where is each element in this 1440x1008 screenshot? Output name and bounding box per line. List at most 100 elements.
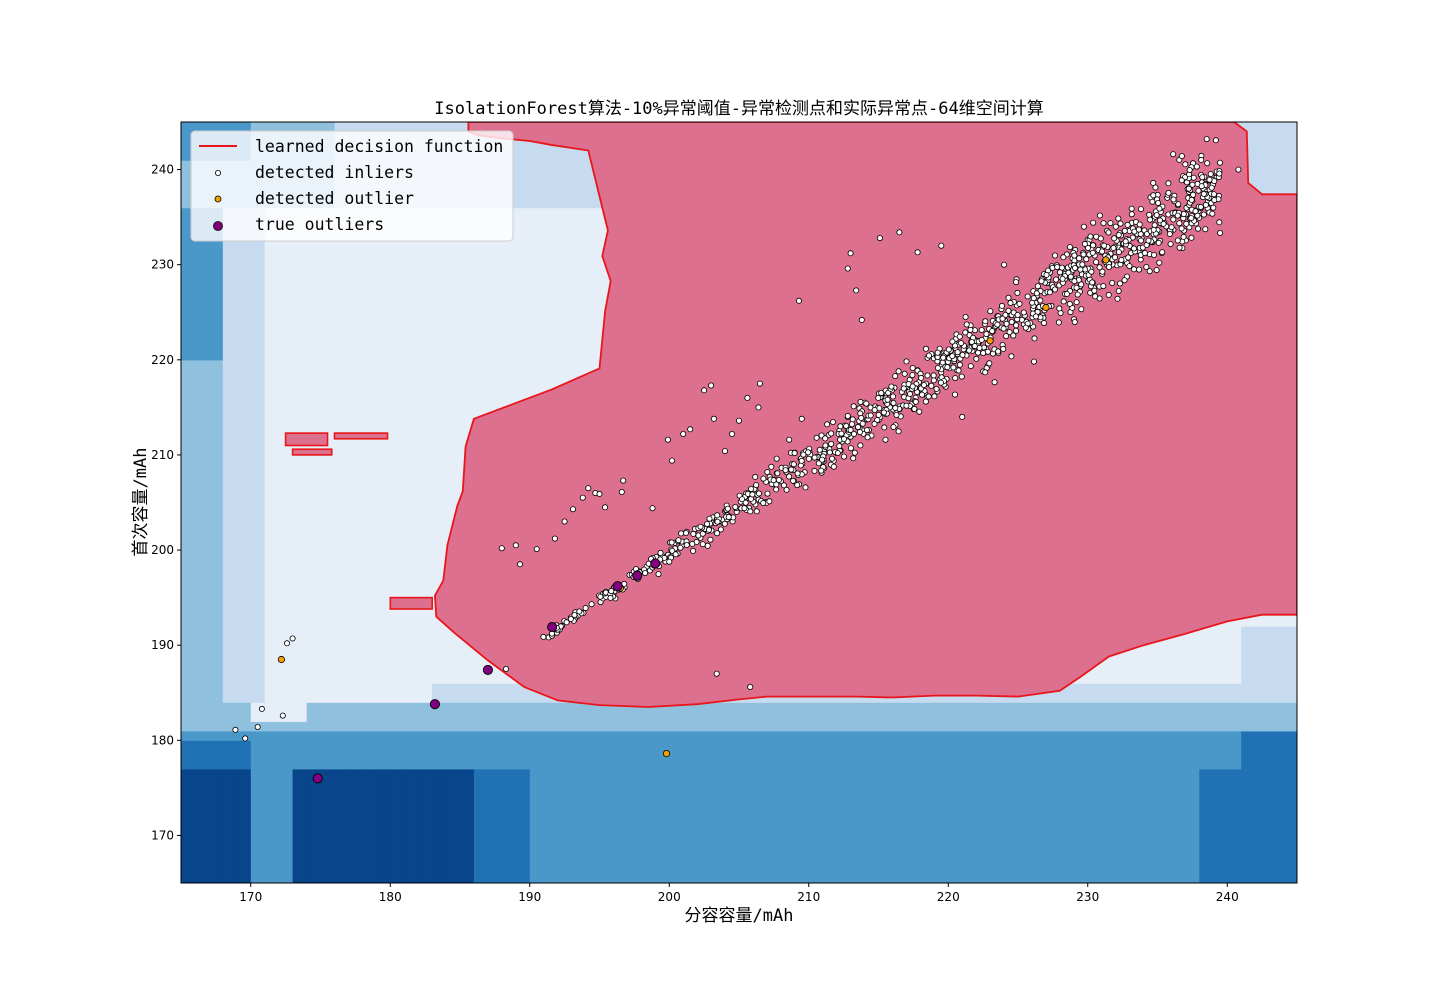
score-band-cell	[878, 702, 893, 732]
score-band-cell	[1087, 702, 1103, 732]
legend-label-outlier: detected outlier	[255, 189, 414, 208]
inlier-point	[768, 463, 775, 470]
inlier-point	[1200, 190, 1207, 197]
score-band-cell	[236, 207, 252, 703]
inlier-point	[567, 616, 574, 623]
inlier-point	[995, 348, 1002, 355]
inlier-point	[1031, 358, 1038, 365]
x-tick-label: 230	[1076, 890, 1099, 904]
score-band-cell	[808, 730, 824, 883]
score-band-cell	[613, 702, 629, 732]
x-tick-label: 170	[239, 890, 262, 904]
score-band-cell	[725, 730, 740, 883]
score-band-cell	[766, 730, 782, 883]
inlier-point	[1124, 221, 1131, 228]
inlier-region-island	[389, 596, 433, 610]
inlier-point	[1206, 176, 1213, 183]
inlier-point	[853, 287, 860, 294]
score-band-cell	[1157, 702, 1172, 732]
inlier-point	[620, 477, 627, 484]
score-band-cell	[1255, 122, 1270, 209]
inlier-point	[896, 229, 903, 236]
inlier-point	[1003, 320, 1010, 327]
legend-label-inliers: detected inliers	[255, 163, 414, 182]
score-band-cell	[1213, 768, 1228, 883]
score-band-cell	[1073, 683, 1089, 703]
inlier-point	[1178, 153, 1185, 160]
score-band-cell	[418, 768, 433, 883]
score-band-cell	[515, 730, 531, 770]
inlier-point	[706, 515, 713, 522]
inlier-point	[690, 547, 697, 554]
inlier-point	[783, 486, 790, 493]
inlier-point	[1155, 239, 1162, 246]
inlier-point	[1210, 191, 1217, 198]
inlier-point	[1088, 268, 1095, 275]
score-band-cell	[1227, 768, 1242, 883]
inlier-point	[967, 363, 974, 370]
inlier-point	[744, 394, 751, 401]
inlier-point	[687, 426, 694, 433]
score-band-cell	[948, 730, 963, 883]
inlier-point	[922, 398, 929, 405]
inlier-point	[1174, 212, 1181, 219]
inlier-point	[1167, 241, 1174, 248]
score-band-cell	[1157, 730, 1172, 883]
score-band-cell	[501, 702, 517, 732]
inlier-point	[1010, 332, 1017, 339]
inlier-point	[602, 504, 609, 511]
score-band-cell	[181, 359, 196, 732]
inlier-point	[1063, 290, 1070, 297]
inlier-point	[952, 391, 959, 398]
score-band-cell	[697, 702, 712, 732]
inlier-point	[717, 526, 724, 533]
score-band-cell	[404, 768, 419, 883]
inlier-point	[811, 454, 818, 461]
inlier-point	[1170, 196, 1177, 203]
inlier-point	[756, 380, 763, 387]
inlier-point	[1117, 220, 1124, 227]
detected-outlier-point	[662, 749, 671, 758]
inlier-point	[766, 498, 773, 505]
inlier-point	[498, 545, 505, 552]
inlier-point	[1182, 161, 1189, 168]
inlier-points	[232, 136, 1242, 742]
inlier-point	[722, 448, 729, 455]
inlier-point	[1170, 216, 1177, 223]
inlier-point	[921, 381, 928, 388]
inlier-point	[1080, 251, 1087, 258]
score-band-cell	[1199, 702, 1214, 732]
inlier-point	[1198, 156, 1205, 163]
score-band-cell	[334, 768, 349, 883]
inlier-point	[1083, 256, 1090, 263]
inlier-point	[968, 338, 975, 345]
score-band-cell	[376, 702, 391, 732]
true-outlier-point	[429, 699, 440, 710]
inlier-point	[649, 505, 656, 512]
inlier-point	[1013, 327, 1020, 334]
score-band-cell	[222, 702, 238, 732]
y-tick-label: 240	[151, 163, 174, 177]
score-band-cell	[725, 702, 740, 732]
inlier-point	[1005, 294, 1012, 301]
inlier-point	[1091, 287, 1098, 294]
inlier-point	[683, 542, 690, 549]
inlier-point	[1202, 201, 1209, 208]
decision-boundary-line	[433, 122, 1297, 708]
inlier-point	[533, 546, 540, 553]
inlier-point	[1053, 276, 1060, 283]
inlier-point	[805, 455, 812, 462]
x-axis-label: 分容容量/mAh	[685, 906, 794, 926]
x-tick-label: 220	[937, 890, 960, 904]
inlier-point	[1189, 181, 1196, 188]
score-band-cell	[250, 730, 266, 883]
decision-boundary	[433, 122, 1297, 708]
score-band-cell	[473, 702, 489, 732]
score-band-cell	[334, 702, 349, 732]
inlier-point	[952, 342, 959, 349]
inlier-point	[242, 735, 249, 742]
score-band-cell	[194, 207, 210, 361]
inlier-point	[834, 449, 841, 456]
inlier-point	[1074, 291, 1081, 298]
inlier-point	[1156, 205, 1163, 212]
